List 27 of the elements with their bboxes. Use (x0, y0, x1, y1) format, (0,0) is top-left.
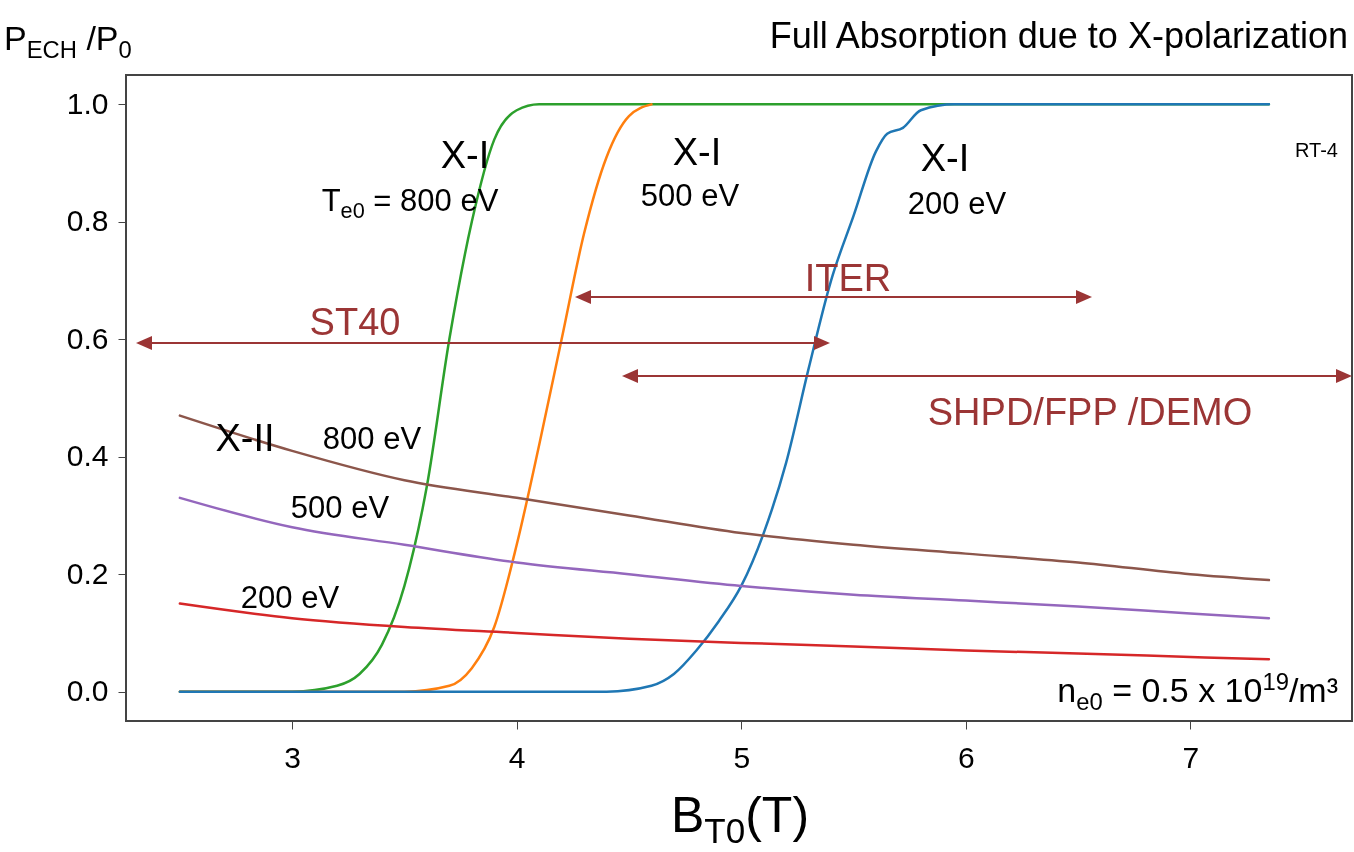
annotation: 200 eV (907, 185, 1007, 221)
annotation: 500 eV (290, 489, 390, 525)
x-tick-label: 7 (1182, 740, 1200, 774)
annotation: X-I (672, 131, 722, 173)
x-tick-label: 4 (508, 740, 526, 774)
annotation: ST40 (309, 301, 401, 343)
x-tick-label: 6 (957, 740, 975, 774)
y-tick-label: 0.8 (66, 204, 109, 238)
y-tick-label: 0.6 (66, 321, 109, 355)
annotation: RT-4 (1295, 139, 1338, 161)
chart-title: Full Absorption due to X-polarization (769, 15, 1348, 56)
y-tick-label: 0.2 (66, 556, 109, 590)
y-tick-label: 0.0 (66, 674, 109, 708)
annotation: 500 eV (640, 177, 740, 213)
annotation: 800 eV (322, 420, 422, 456)
x-tick-label: 3 (284, 740, 301, 774)
annotation: X-I (920, 137, 970, 179)
y-axis-title: P$_{ECH}$ /P$_{0}$ (4, 19, 132, 63)
line-series (178, 496, 1271, 620)
annotation: SHPD/FPP /DEMO (927, 391, 1253, 433)
y-tick-label: 1.0 (66, 86, 109, 120)
annotation: 200 eV (240, 579, 340, 615)
annotation: n$_{e0}$ = 0.5 x 10$^{19}$/m³ (1057, 667, 1338, 715)
x-tick-label: 5 (733, 740, 751, 774)
y-tick-label: 0.4 (66, 439, 109, 473)
x-axis-title: B$_{T0}$(T) (670, 787, 810, 850)
annotation: X-I (440, 134, 490, 176)
